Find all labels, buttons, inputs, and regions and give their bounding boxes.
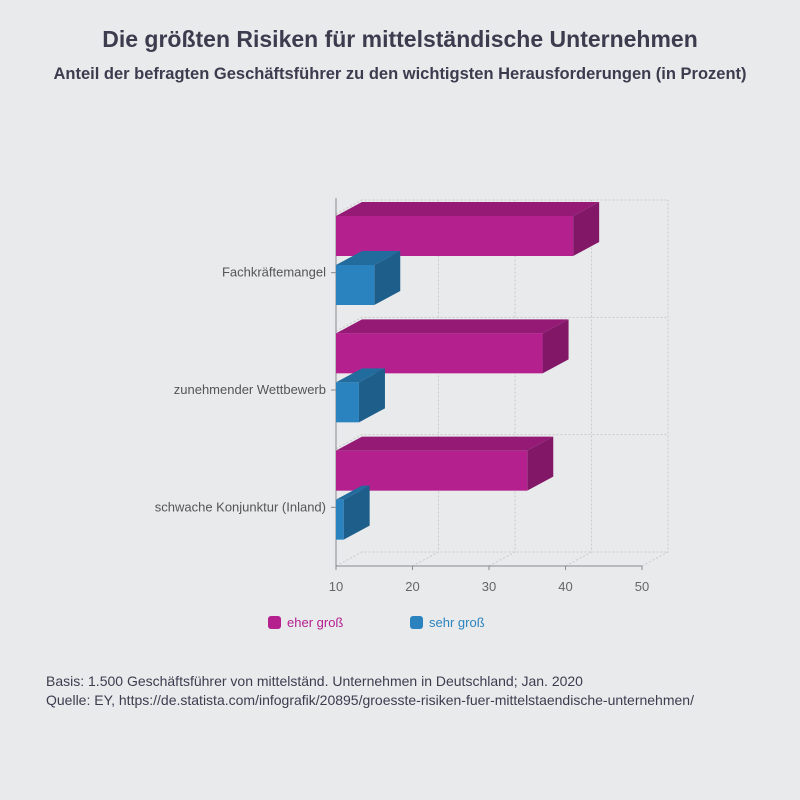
footer-basis: Basis: 1.500 Geschäftsführer von mittels… [46,673,583,689]
grid-line-band-1 [335,316,668,332]
grid-line-band-2 [335,434,668,450]
x-tick-label-50: 50 [635,579,649,594]
y-tick-label-1: zunehmender Wettbewerb [174,382,326,397]
chart-subtitle: Anteil der befragten Geschäftsführer zu … [53,65,747,83]
x-tick-label-30: 30 [482,579,496,594]
grid-line-x-30 [488,200,516,567]
legend-label-eher-gross: eher groß [287,615,344,630]
legend-swatch-eher-gross [268,616,281,629]
legend-swatch-sehr-gross [410,616,423,629]
footer-source: Quelle: EY, https://de.statista.com/info… [46,692,694,708]
legend: eher groß sehr groß [0,615,800,635]
bar-sehr-gross-2[interactable] [336,485,370,540]
bar-eher-gross-1[interactable] [336,319,569,374]
legend-item-sehr-gross[interactable]: sehr groß [410,615,485,630]
grid-line-x-40 [565,200,592,567]
grid-line-x-20 [412,200,439,567]
bar-eher-gross-2[interactable] [336,436,554,491]
bars [336,202,600,540]
legend-item-eher-gross[interactable]: eher groß [268,615,343,630]
bar-sehr-gross-1[interactable] [336,368,385,423]
x-tick-label-40: 40 [558,579,572,594]
x-tick-label-20: 20 [405,579,419,594]
grid-line-band-0 [335,199,668,215]
axis-labels: 10 20 30 40 50 Fachkräftemangel zunehmender We… [155,265,650,594]
chart-footer: Basis: 1.500 Geschäftsführer von mittels… [46,672,766,710]
bar-eher-gross-0[interactable] [336,202,600,256]
legend-label-sehr-gross: sehr groß [429,615,485,630]
grid-line-band-3 [335,551,668,567]
y-tick-label-2: schwache Konjunktur (Inland) [155,499,326,514]
grid-lines [335,199,669,567]
y-tick-label-0: Fachkräftemangel [222,265,326,280]
bar-sehr-gross-0[interactable] [336,251,401,305]
chart-title: Die größten Risiken für mittelständische… [102,26,698,52]
grid-line-x-50 [641,200,669,567]
x-tick-label-10: 10 [329,579,343,594]
